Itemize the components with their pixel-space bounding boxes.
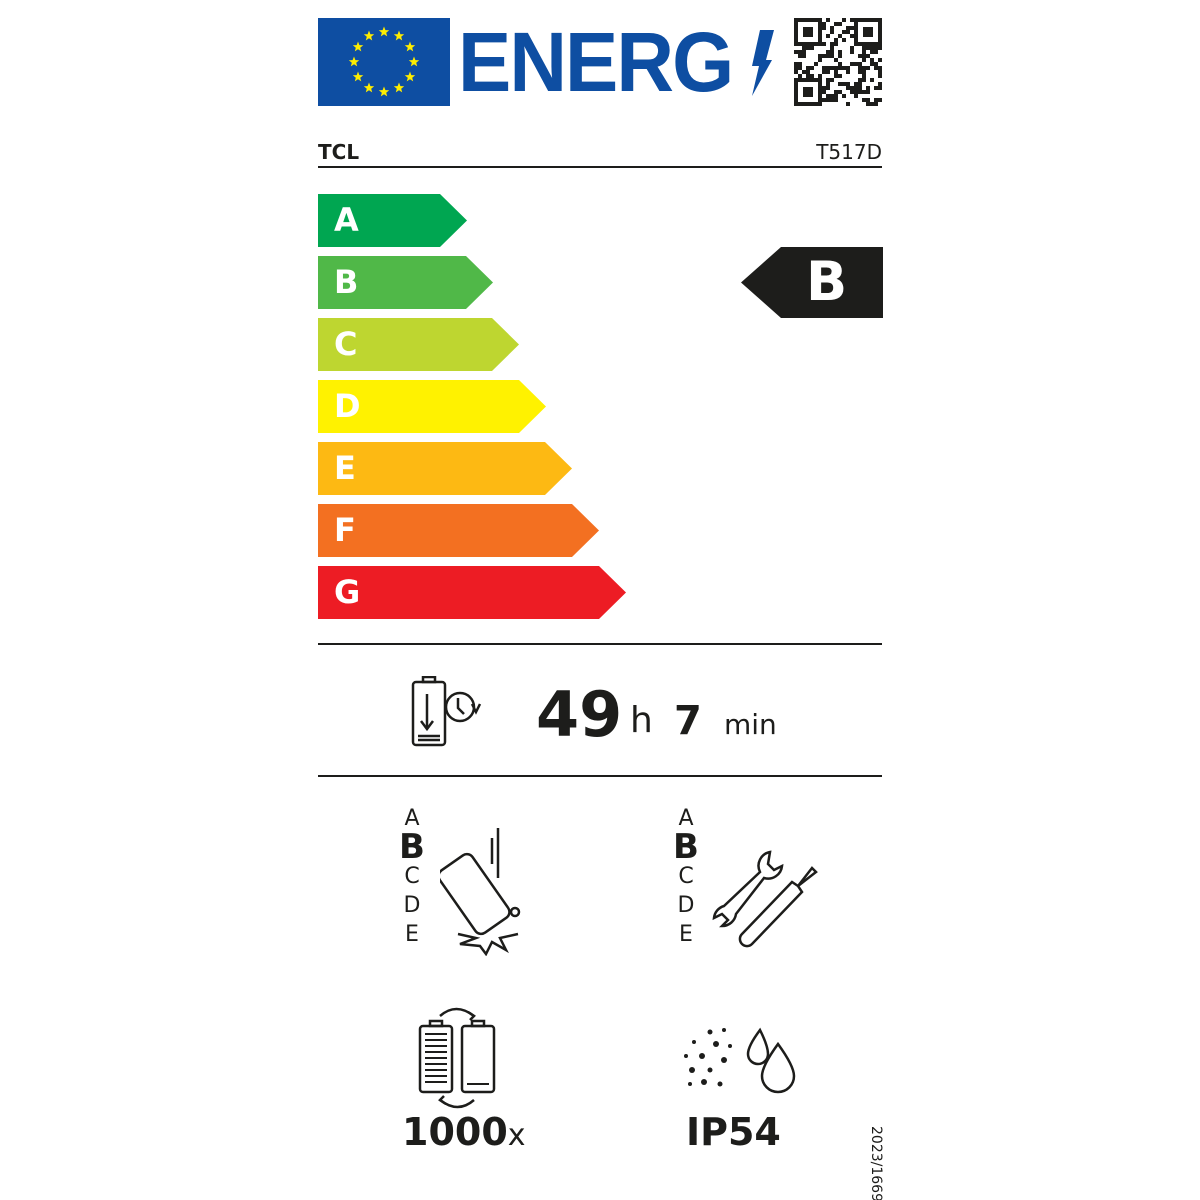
scale-letter: D [403,893,421,918]
ingress-protection-rating: IP54 [686,1110,781,1154]
scale-letter: B [399,827,425,867]
energy-class-indicator [741,247,883,318]
tools-icon [712,850,818,948]
model-identifier: T517D [816,140,882,164]
battery-cycles-value: 1000x [402,1110,526,1154]
energy-class-letter: F [334,511,356,549]
energy-class-letter: C [334,325,358,363]
scale-letter: C [678,864,694,889]
energy-class-letter: A [334,201,359,239]
dust-water-icon [684,1027,796,1094]
scale-letter: E [405,922,419,947]
regulation-number: 2023/1669 [868,1126,884,1200]
drop-phone-icon [440,828,521,956]
scale-letter: C [404,864,420,889]
supplier-name: TCL [318,140,360,164]
minutes-unit: min [724,708,777,741]
endurance-hours: 49 [536,678,623,751]
scale-letter: A [678,806,694,831]
energy-class-letter: B [334,263,359,301]
hours-unit: h [630,700,653,741]
eu-flag-icon [318,18,450,106]
scale-letter: B [673,827,699,867]
lightning-icon [752,30,774,96]
energy-class-rating: B [806,250,848,313]
energy-class-letter: G [334,573,361,611]
energy-logo: ENERG [458,15,734,109]
endurance-minutes: 7 [674,698,702,744]
cycles-unit: x [507,1118,526,1153]
scale-letter: E [679,922,693,947]
scale-letter: D [677,893,695,918]
divider [318,643,882,645]
divider [318,166,882,168]
cycles-number: 1000 [402,1110,508,1154]
divider [318,775,882,777]
scale-letter: A [404,806,420,831]
energy-class-letter: E [334,449,356,487]
battery-endurance-icon [411,676,482,747]
energy-class-letter: D [334,387,361,425]
qr-code-icon[interactable] [794,18,882,106]
battery-cycles-icon [418,1007,496,1109]
